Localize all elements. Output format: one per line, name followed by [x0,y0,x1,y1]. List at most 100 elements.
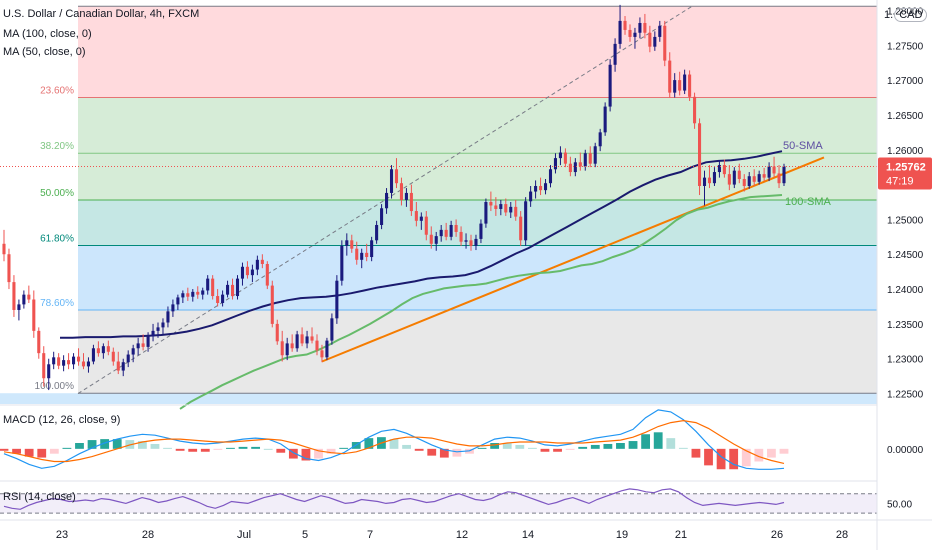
candle-body [509,206,513,213]
candle [683,69,687,95]
candle [106,340,110,356]
macd-histogram-bar [678,447,688,449]
candle-body [370,240,374,258]
candle [370,236,374,262]
candle-body [52,357,56,365]
candle-body [499,204,503,209]
candle [673,73,677,98]
macd-histogram-bar [452,448,462,457]
candle [573,158,577,177]
rsi-legend: RSI (14, close) [3,491,76,503]
candle [434,231,438,251]
candle [563,148,567,168]
candle [206,275,210,295]
symbol-title: U.S. Dollar / Canadian Dollar, 4h, FXCM [3,8,200,20]
candle [116,351,120,375]
candle [275,319,279,345]
candle-body [96,348,100,354]
candle [325,337,329,361]
candle [678,71,682,96]
time-tick-label: 23 [56,529,68,541]
currency-badge[interactable]: 1. CAD [884,8,928,22]
macd-histogram-bar [326,448,336,454]
candle [196,286,200,299]
candle-body [211,278,215,297]
candle [494,197,498,216]
candle-body [305,336,309,344]
candle-body [663,25,667,61]
candle-body [439,229,443,237]
time-tick-label: 12 [456,529,468,541]
candle-body [240,266,245,279]
candle [399,177,403,206]
macd-histogram-bar [263,448,273,450]
candle [201,287,205,300]
support-trendline [321,156,825,363]
candle-body [265,263,269,286]
candle-body [524,201,528,241]
candle-body [171,304,175,312]
candle [439,224,443,242]
candle [777,165,781,189]
candle-body [72,356,76,365]
macd-histogram-bar [565,448,575,450]
candle [449,220,453,241]
candle-body [17,304,21,310]
candle-body [116,361,120,371]
rsi-tick-label: 50.00 [887,499,912,510]
candle [230,278,235,300]
candle [216,289,220,307]
candle-body [419,216,423,221]
candle-body [7,254,11,283]
fibonacci-retracement [0,5,877,404]
candle-body [648,32,652,47]
candle-body [603,106,607,133]
candle [514,199,518,221]
candle [86,357,90,373]
candle-body [27,294,31,300]
candle-body [673,80,677,93]
candle-body [156,327,160,331]
time-tick-label: 28 [142,529,154,541]
candle-body [270,285,274,324]
candle-body [166,311,170,323]
candle [593,142,597,168]
candle [588,146,592,168]
candle-body [255,259,259,270]
candle [62,355,66,372]
ma50-line [60,150,783,339]
time-tick-label: 21 [675,529,687,541]
candle-body [434,236,438,244]
candle [380,204,384,230]
candle-body [315,340,319,351]
macd-histogram-bar [704,448,713,466]
candle [365,243,369,262]
candle [27,285,31,303]
candle [409,184,413,216]
candle [603,102,607,136]
candle [37,327,41,359]
candle-body [727,174,731,185]
candle-body [161,322,165,328]
candle [360,248,364,269]
candle [688,70,692,101]
sma50-annotation: 50-SMA [783,140,823,152]
candle [156,322,160,338]
candle [539,177,543,196]
candle [280,330,284,362]
candle-body [638,22,642,33]
time-tick-label: 14 [522,529,534,541]
candle [375,220,379,244]
candle-body [330,318,334,341]
candle [509,202,513,219]
candle-body [474,238,478,246]
candle [394,158,399,189]
candle [176,294,180,310]
candle-body [335,280,339,319]
candle [96,341,100,357]
candle-body [519,216,523,241]
macd-histogram-bar [62,447,72,449]
candle [519,211,523,246]
